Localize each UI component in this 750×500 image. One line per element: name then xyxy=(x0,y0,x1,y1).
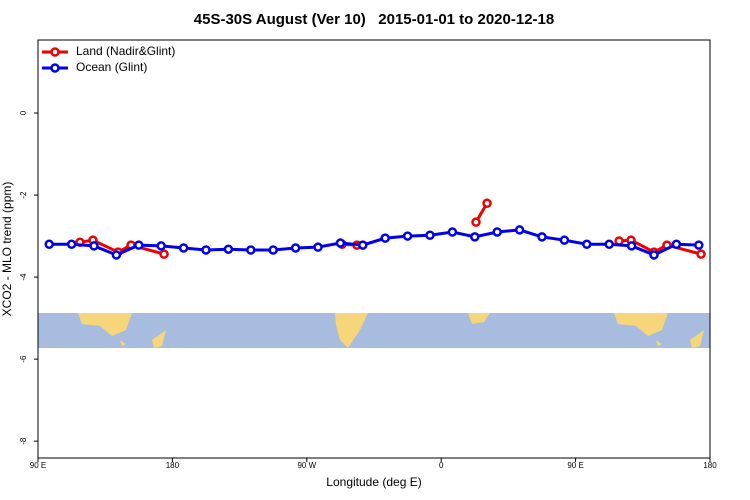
data-point xyxy=(156,241,166,251)
data-point xyxy=(290,243,301,253)
data-point xyxy=(159,249,169,259)
data-point xyxy=(492,227,502,237)
data-point xyxy=(178,243,189,253)
data-point xyxy=(201,245,211,255)
data-point xyxy=(470,232,480,242)
y-axis-label: XCO2 - MLO trend (ppm) xyxy=(0,182,14,317)
legend-label: Ocean (Glint) xyxy=(76,60,147,74)
chart-title: 45S-30S August (Ver 10) 2015-01-01 to 20… xyxy=(194,11,554,28)
data-point xyxy=(582,239,592,250)
x-tick-label: 90 E xyxy=(567,461,583,470)
data-point xyxy=(44,239,54,250)
x-axis-label: Longitude (deg E) xyxy=(326,475,421,489)
plot-frame xyxy=(37,39,711,459)
data-point xyxy=(425,230,435,241)
legend-marker xyxy=(50,47,60,57)
x-tick-label: 180 xyxy=(703,461,717,470)
data-point xyxy=(335,238,346,248)
data-point xyxy=(380,233,390,243)
legend-label: Land (Nadir&Glint) xyxy=(76,44,175,58)
data-point xyxy=(649,250,659,260)
y-tick-label: 0 xyxy=(19,110,28,115)
data-point xyxy=(471,217,481,227)
series-line xyxy=(49,228,699,257)
data-point xyxy=(559,235,570,245)
data-point xyxy=(696,249,706,259)
data-point xyxy=(482,198,492,209)
data-point xyxy=(358,240,368,250)
data-point xyxy=(694,240,704,250)
data-point xyxy=(313,242,323,252)
data-point xyxy=(268,245,278,255)
x-tick-label: 90 W xyxy=(297,461,316,470)
x-tick-label: 180 xyxy=(166,461,180,470)
x-tick-label: 90 E xyxy=(30,461,46,470)
data-point xyxy=(604,239,614,250)
data-point xyxy=(66,239,77,250)
data-point xyxy=(246,245,256,255)
data-point xyxy=(447,227,458,237)
y-tick-label: -8 xyxy=(19,437,28,445)
data-point xyxy=(89,241,99,251)
data-point xyxy=(402,231,413,241)
data-point xyxy=(514,225,525,235)
data-point xyxy=(223,244,234,254)
y-tick-label: -6 xyxy=(19,355,28,363)
legend-marker xyxy=(50,63,60,73)
y-tick-label: -4 xyxy=(19,273,28,281)
map-strip xyxy=(38,313,710,348)
data-point xyxy=(626,241,637,251)
data-point xyxy=(537,232,547,242)
data-point xyxy=(671,239,682,250)
x-tick-label: 0 xyxy=(439,461,444,470)
data-point xyxy=(111,250,122,260)
y-tick-label: -2 xyxy=(19,191,28,199)
data-point xyxy=(134,240,144,250)
